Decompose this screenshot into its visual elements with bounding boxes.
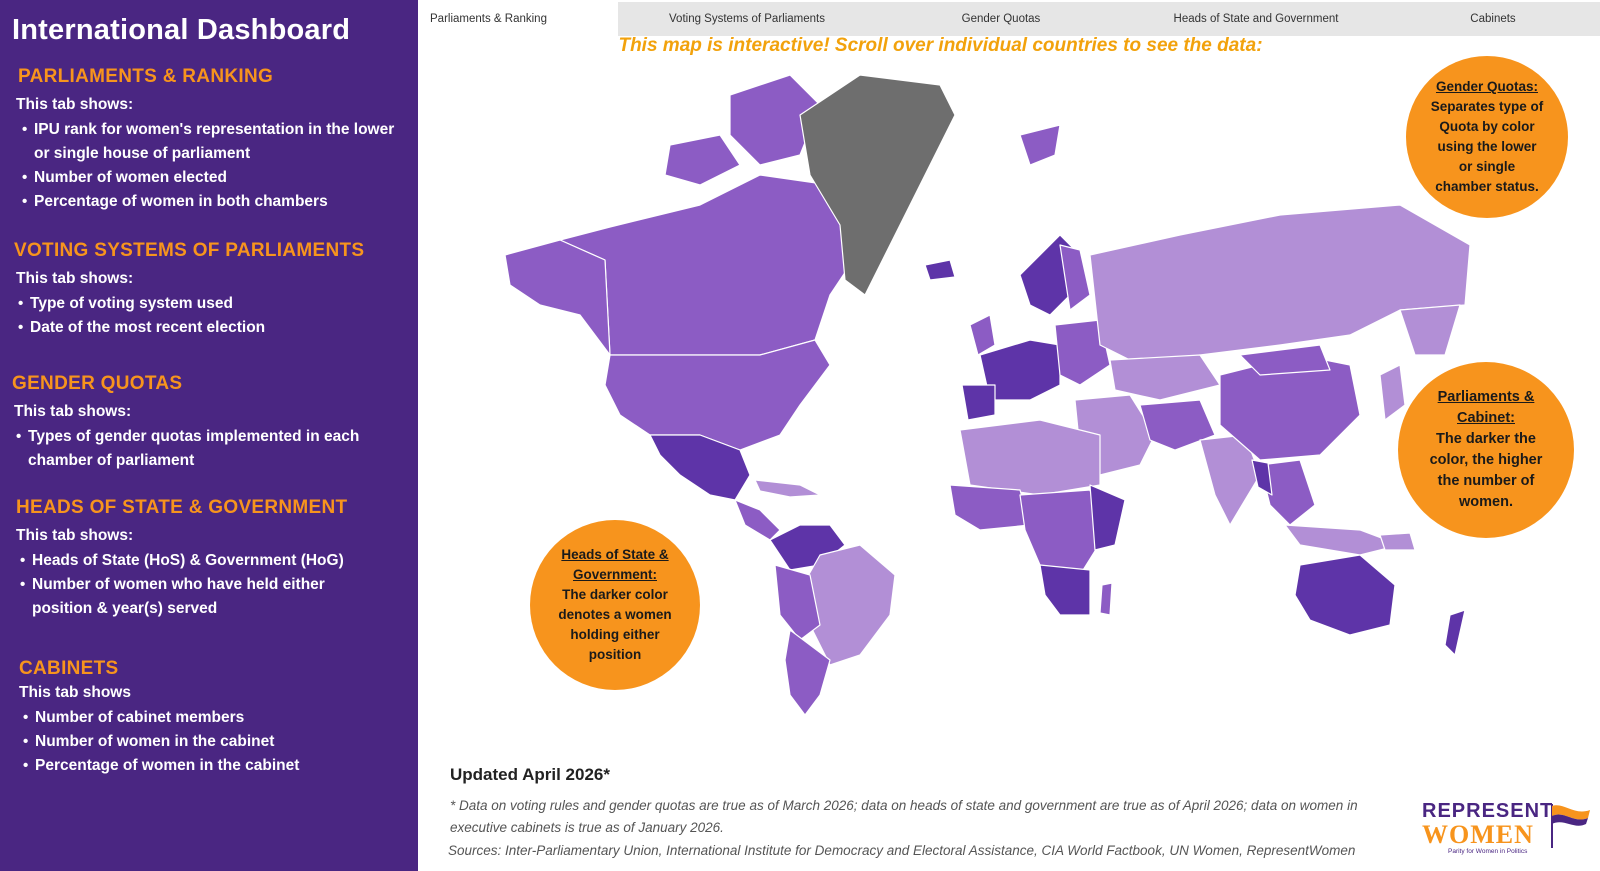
country-iceland bbox=[924, 259, 956, 281]
section-voting-systems: VOTING SYSTEMS OF PARLIAMENTS This tab s… bbox=[14, 240, 432, 340]
section-list: IPU rank for women's representation in t… bbox=[18, 118, 436, 214]
country-finland bbox=[1059, 244, 1091, 311]
country-greenland bbox=[799, 74, 956, 296]
country-madagascar bbox=[1099, 582, 1113, 616]
country-west-africa bbox=[949, 484, 1031, 531]
representwomen-logo[interactable]: REPRESENT WOMEN Parity for Women in Poli… bbox=[1422, 800, 1592, 860]
country-southern-africa bbox=[1039, 564, 1091, 616]
sidebar: International Dashboard PARLIAMENTS & RA… bbox=[0, 0, 418, 871]
tab-voting-systems[interactable]: Voting Systems of Parliaments bbox=[669, 13, 825, 25]
section-intro: This tab shows: bbox=[16, 270, 134, 287]
country-myanmar bbox=[1251, 459, 1273, 496]
section-heading: VOTING SYSTEMS OF PARLIAMENTS bbox=[14, 240, 365, 261]
callout-heads-of-state: Heads of State & Government: The darker … bbox=[530, 520, 700, 690]
tab-gender-quotas[interactable]: Gender Quotas bbox=[961, 13, 1041, 25]
section-gender-quotas: GENDER QUOTAS This tab shows: Types of g… bbox=[12, 373, 430, 473]
map-instruction: This map is interactive! Scroll over ind… bbox=[618, 35, 1263, 56]
country-uk bbox=[969, 314, 996, 356]
list-item: Types of gender quotas implemented in ea… bbox=[12, 425, 372, 473]
country-canada-islands bbox=[664, 134, 741, 186]
country-east-europe bbox=[1054, 319, 1111, 386]
country-iran-afghanistan bbox=[1139, 399, 1216, 451]
tab-parliaments-ranking[interactable]: Parliaments & Ranking bbox=[418, 2, 618, 36]
data-note: * Data on voting rules and gender quotas… bbox=[450, 798, 1358, 835]
section-heads-of-state: HEADS OF STATE & GOVERNMENT This tab sho… bbox=[16, 497, 434, 621]
callout-title: Heads of State & Government: bbox=[561, 547, 669, 582]
country-caribbean bbox=[754, 479, 821, 498]
callout-body: The darker the color, the higher the num… bbox=[1429, 431, 1543, 510]
list-item: Percentage of women in the cabinet bbox=[19, 754, 437, 778]
section-heading: HEADS OF STATE & GOVERNMENT bbox=[16, 497, 348, 518]
section-cabinets: CABINETS This tab shows Number of cabine… bbox=[19, 658, 437, 778]
callout-gender-quotas: Gender Quotas: Separates type of Quota b… bbox=[1406, 56, 1568, 218]
callout-body: Separates type of Quota by color using t… bbox=[1430, 99, 1544, 194]
list-item: Number of cabinet members bbox=[19, 706, 437, 730]
country-australia bbox=[1294, 554, 1396, 636]
section-intro: This tab shows bbox=[19, 684, 131, 701]
country-north-africa bbox=[959, 419, 1101, 496]
country-japan bbox=[1379, 364, 1406, 421]
country-alaska bbox=[504, 239, 611, 356]
country-east-africa bbox=[1089, 484, 1126, 551]
tab-heads-of-state[interactable]: Heads of State and Government bbox=[1173, 13, 1339, 25]
tab-cabinets[interactable]: Cabinets bbox=[1470, 13, 1516, 25]
updated-date: Updated April 2026* bbox=[450, 765, 610, 784]
tab-bar: Parliaments & Ranking Voting Systems of … bbox=[418, 2, 1600, 36]
list-item: Number of women in the cabinet bbox=[19, 730, 437, 754]
world-map-svg[interactable] bbox=[500, 55, 1510, 716]
callout-body: The darker color denotes a women holding… bbox=[558, 587, 672, 662]
world-map[interactable] bbox=[500, 55, 1510, 716]
country-russia-east bbox=[1399, 304, 1461, 356]
section-list: Types of gender quotas implemented in ea… bbox=[12, 425, 430, 473]
country-peru-bolivia bbox=[774, 564, 821, 641]
callout-title: Gender Quotas: bbox=[1435, 79, 1538, 94]
country-mongolia bbox=[1239, 344, 1331, 376]
country-usa bbox=[604, 339, 831, 451]
list-item: Heads of State (HoS) & Government (HoG) bbox=[16, 549, 434, 573]
callout-parliaments-cabinet: Parliaments & Cabinet: The darker the co… bbox=[1398, 362, 1574, 538]
country-central-america bbox=[734, 499, 781, 541]
section-list: Number of cabinet members Number of wome… bbox=[19, 706, 437, 778]
country-southeast-asia bbox=[1259, 459, 1316, 526]
logo-line1: REPRESENT bbox=[1422, 800, 1554, 822]
section-intro: This tab shows: bbox=[16, 96, 134, 113]
section-intro: This tab shows: bbox=[14, 403, 132, 420]
country-svalbard bbox=[1019, 124, 1061, 166]
country-kazakhstan bbox=[1109, 354, 1221, 401]
section-heading: PARLIAMENTS & RANKING bbox=[18, 66, 274, 87]
list-item: Number of women who have held either pos… bbox=[16, 573, 376, 621]
section-heading: GENDER QUOTAS bbox=[12, 373, 183, 394]
list-item: Number of women elected bbox=[18, 166, 436, 190]
country-png bbox=[1379, 532, 1416, 551]
country-canada-arctic bbox=[729, 74, 821, 166]
section-parliaments-ranking: PARLIAMENTS & RANKING This tab shows: IP… bbox=[16, 66, 436, 214]
section-list: Heads of State (HoS) & Government (HoG) … bbox=[16, 549, 434, 621]
list-item: Date of the most recent election bbox=[14, 316, 432, 340]
logo-line2: WOMEN bbox=[1422, 820, 1534, 849]
callout-title: Parliaments & Cabinet: bbox=[1437, 389, 1535, 426]
data-sources: Sources: Inter-Parliamentary Union, Inte… bbox=[448, 843, 1356, 858]
country-new-zealand bbox=[1444, 609, 1466, 656]
country-indonesia bbox=[1284, 524, 1401, 556]
section-intro: This tab shows: bbox=[16, 527, 134, 544]
list-item: Type of voting system used bbox=[14, 292, 432, 316]
list-item: Percentage of women in both chambers bbox=[18, 190, 436, 214]
country-iberia bbox=[961, 384, 996, 421]
section-list: Type of voting system used Date of the m… bbox=[14, 292, 432, 340]
list-item: IPU rank for women's representation in t… bbox=[18, 118, 398, 166]
section-heading: CABINETS bbox=[19, 658, 119, 679]
logo-tagline: Parity for Women in Politics bbox=[1448, 848, 1528, 855]
flag-icon bbox=[1551, 804, 1590, 848]
dashboard-title: International Dashboard bbox=[12, 14, 351, 46]
